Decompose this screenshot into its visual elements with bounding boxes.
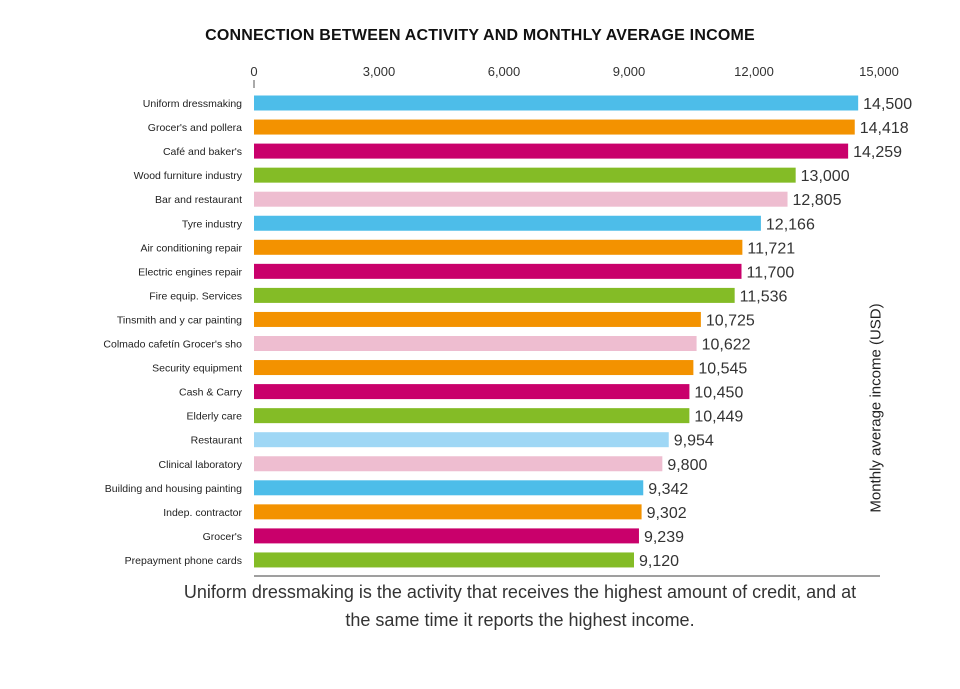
y-axis-label: Monthly average income (USD): [867, 303, 885, 513]
value-label: 11,700: [747, 264, 795, 281]
bars-group: [254, 95, 859, 568]
category-label: Tyre industry: [182, 218, 243, 230]
value-label: 10,450: [694, 385, 743, 402]
category-label: Grocer's: [203, 531, 242, 543]
bar: [254, 167, 796, 183]
category-label: Elderly care: [187, 411, 243, 423]
category-label: Uniform dressmaking: [143, 98, 242, 110]
x-tick-label: 9,000: [613, 64, 646, 79]
bar: [254, 384, 690, 400]
value-label: 14,418: [860, 120, 909, 137]
category-label: Wood furniture industry: [134, 170, 243, 182]
bar: [254, 215, 761, 231]
x-tick-label: 6,000: [488, 64, 521, 79]
category-label: Colmado cafetín Grocer's sho: [103, 339, 242, 351]
bar: [254, 432, 669, 448]
category-label: Indep. contractor: [163, 507, 242, 519]
bar: [254, 287, 735, 303]
bar: [254, 480, 644, 496]
value-label: 9,239: [644, 529, 684, 546]
category-label: Grocer's and pollera: [148, 122, 242, 134]
bar: [254, 119, 855, 135]
value-label: 9,120: [639, 553, 679, 570]
bar: [254, 552, 634, 568]
category-label: Café and baker's: [163, 146, 242, 158]
x-tick-label: 12,000: [734, 64, 774, 79]
chart-title: CONNECTION BETWEEN ACTIVITY AND MONTHLY …: [205, 27, 755, 44]
category-label: Air conditioning repair: [140, 242, 242, 254]
value-label: 13,000: [801, 168, 850, 185]
category-label: Electric engines repair: [138, 266, 242, 278]
category-labels: Uniform dressmaking Grocer's and pollera C…: [103, 98, 242, 567]
value-label: 10,622: [702, 337, 751, 354]
value-label: 9,800: [667, 457, 707, 474]
category-label: Restaurant: [191, 435, 242, 447]
category-label: Building and housing painting: [105, 483, 242, 495]
x-tick-label: 15,000: [859, 64, 899, 79]
value-label: 10,725: [706, 312, 755, 329]
bar: [254, 95, 859, 111]
value-label: 9,342: [648, 481, 688, 498]
category-label: Prepayment phone cards: [125, 555, 242, 567]
value-label: 14,500: [863, 96, 912, 113]
category-label: Clinical laboratory: [159, 459, 243, 471]
x-axis: 0 3,000 6,000 9,000 12,000 15,000: [250, 64, 899, 88]
chart-caption: Uniform dressmaking is the activity that…: [183, 582, 857, 630]
value-label: 9,302: [647, 505, 687, 522]
bar: [254, 504, 642, 520]
bar: [254, 528, 639, 544]
value-label: 11,721: [747, 240, 795, 257]
value-label: 11,536: [740, 288, 788, 305]
x-tick-label: 3,000: [363, 64, 396, 79]
value-label: 10,545: [698, 361, 747, 378]
value-label: 12,166: [766, 216, 815, 233]
value-label: 10,449: [694, 409, 743, 426]
category-label: Security equipment: [152, 363, 242, 375]
bar: [254, 311, 701, 327]
category-label: Bar and restaurant: [155, 194, 242, 206]
bar: [254, 408, 690, 424]
value-label: 14,259: [853, 144, 902, 161]
bar: [254, 456, 663, 472]
bar: [254, 191, 788, 207]
bar: [254, 143, 849, 159]
category-label: Cash & Carry: [179, 387, 243, 399]
value-label: 9,954: [674, 433, 714, 450]
bar: [254, 263, 742, 279]
category-label: Fire equip. Services: [149, 290, 242, 302]
bar: [254, 239, 743, 255]
category-label: Tinsmith and y car painting: [117, 314, 242, 326]
bar: [254, 336, 697, 351]
bar: [254, 360, 694, 376]
value-label: 12,805: [793, 192, 842, 209]
x-tick-label: 0: [250, 64, 257, 79]
